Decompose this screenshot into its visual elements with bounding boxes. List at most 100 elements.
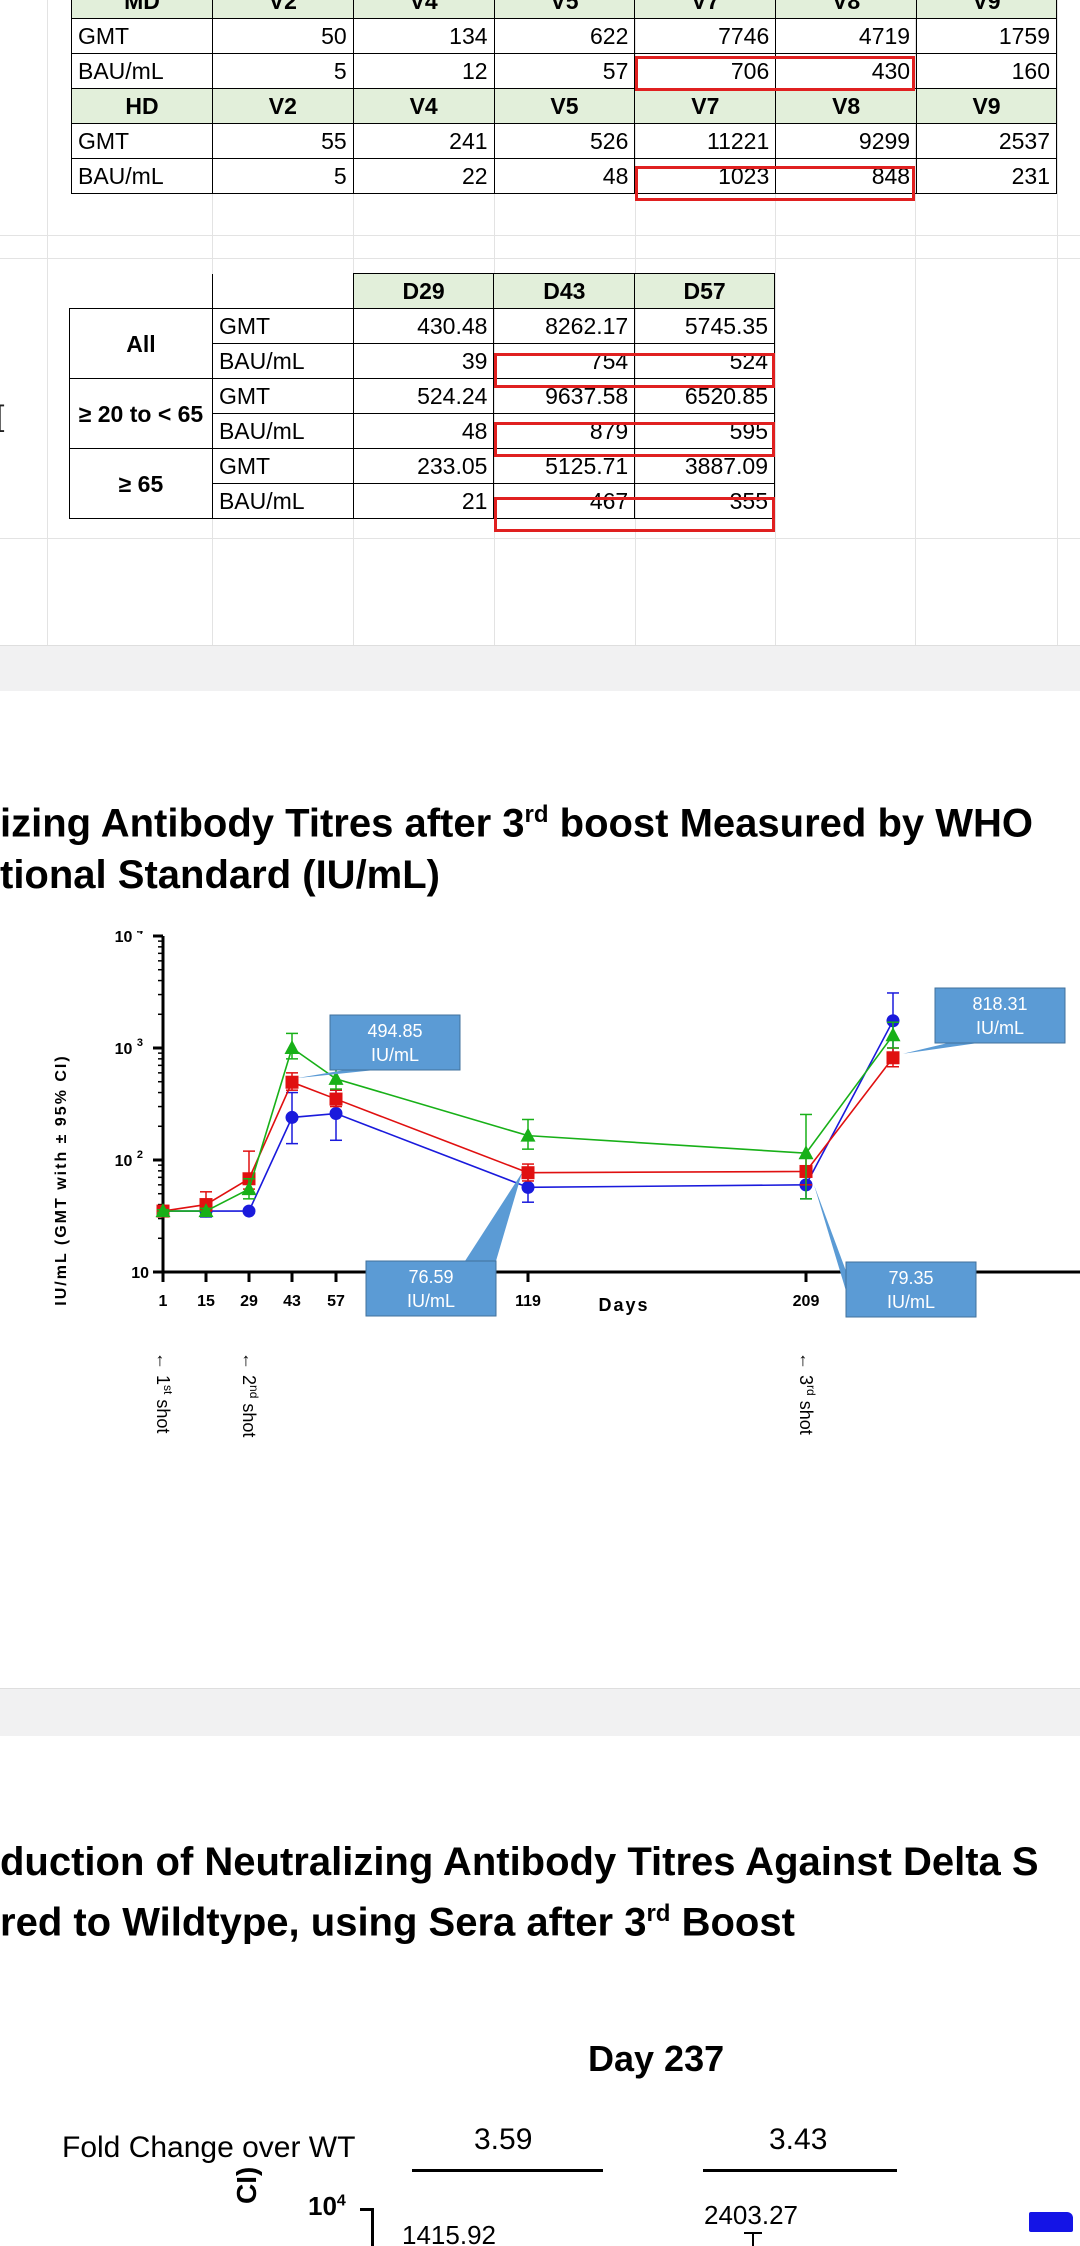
row-label: GMT bbox=[211, 448, 354, 484]
group-label: All bbox=[69, 308, 213, 379]
col-header: V4 bbox=[352, 88, 495, 124]
fold-value: 3.59 bbox=[474, 2123, 533, 2156]
table-row: All GMT 430.48 8262.17 5745.35 bbox=[69, 308, 775, 379]
title-text: Boost bbox=[670, 1900, 795, 1945]
data-point-triangle bbox=[328, 1070, 344, 1085]
x-tick-label: 1 bbox=[159, 1293, 168, 1310]
data-point-square bbox=[521, 1166, 535, 1180]
callout-text: 76.59 bbox=[408, 1267, 453, 1287]
group-label-hd: HD bbox=[71, 88, 213, 124]
callout-text: IU/mL bbox=[407, 1291, 455, 1311]
data-point-triangle bbox=[198, 1203, 214, 1218]
y-axis-tick bbox=[360, 2208, 372, 2211]
cell: 355 bbox=[634, 483, 775, 519]
cell: 5125.71 bbox=[493, 448, 636, 484]
data-point-triangle bbox=[284, 1040, 300, 1054]
series-line bbox=[163, 1020, 894, 1212]
y-tick-base: 10 bbox=[308, 2191, 337, 2221]
data-point-square bbox=[886, 1051, 900, 1065]
callout-box bbox=[934, 987, 1066, 1044]
cell: 706 bbox=[634, 53, 777, 89]
day-label: Day 237 bbox=[588, 2038, 725, 2079]
x-tick-label: 57 bbox=[327, 1293, 345, 1310]
col-header-d57: D57 bbox=[634, 273, 775, 309]
table-row: BAU/mL 39 754 524 bbox=[70, 343, 775, 379]
cell: 754 bbox=[493, 343, 636, 379]
col-header: V9 bbox=[916, 0, 1057, 19]
table-row: BAU/mL 5 22 48 1023 848 231 bbox=[71, 158, 1057, 194]
fold-change-label: Fold Change over WT bbox=[62, 2131, 356, 2164]
cell: 524 bbox=[634, 343, 775, 379]
cell: 48 bbox=[352, 413, 495, 449]
callout-pointer bbox=[903, 1043, 978, 1054]
y-tick-label: 10 4 bbox=[115, 931, 144, 946]
bracket-glyph: [ bbox=[0, 400, 4, 434]
callout-pointer bbox=[814, 1184, 846, 1291]
row-label: BAU/mL bbox=[211, 483, 354, 519]
slide-title: duction of Neutralizing Antibody Titres … bbox=[0, 1836, 1039, 1948]
table-row: ≥ 20 to < 65 GMT 524.24 9637.58 6520.85 bbox=[69, 378, 775, 449]
data-point-triangle bbox=[155, 1203, 171, 1218]
callout-text: 494.85 bbox=[367, 1021, 422, 1041]
callout-box bbox=[365, 1260, 497, 1317]
cell: 430 bbox=[775, 53, 918, 89]
cell: 848 bbox=[775, 158, 918, 194]
cell: 231 bbox=[916, 158, 1057, 194]
x-tick-label: 15 bbox=[197, 1293, 215, 1310]
slide-title: izing Antibody Titres after 3rd boost Me… bbox=[0, 789, 1033, 901]
bar-value: 2403.27 bbox=[704, 2200, 798, 2230]
cell: 5 bbox=[211, 158, 354, 194]
y-tick-label: 104 bbox=[308, 2191, 346, 2222]
table-row: BAU/mL 21 467 355 bbox=[70, 483, 775, 519]
cell: 9299 bbox=[775, 123, 918, 159]
y-axis-label: IU/mL (GMT with ± 95% CI) bbox=[53, 1054, 70, 1305]
col-header: V8 bbox=[775, 0, 918, 19]
cell: 241 bbox=[352, 123, 495, 159]
data-point-circle bbox=[329, 1107, 343, 1121]
cell: 48 bbox=[493, 158, 636, 194]
callout-box bbox=[845, 1261, 977, 1318]
x-tick-label: 209 bbox=[793, 1293, 820, 1310]
col-header: V4 bbox=[352, 0, 495, 19]
cell: 1023 bbox=[634, 158, 777, 194]
titre-line-chart: IU/mL (GMT with ± 95% CI) Days 10 10 2 10 … bbox=[53, 931, 1080, 1437]
row-label: BAU/mL bbox=[71, 158, 213, 194]
group-label: ≥ 20 to < 65 bbox=[69, 378, 213, 449]
cell: 8262.17 bbox=[493, 308, 636, 344]
slide-titres-chart: izing Antibody Titres after 3rd boost Me… bbox=[0, 691, 1080, 1687]
row-label: GMT bbox=[71, 18, 213, 54]
x-tick-label: 29 bbox=[240, 1293, 258, 1310]
callout-text: 818.31 bbox=[972, 994, 1027, 1014]
table-row: BAU/mL 5 12 57 706 430 160 bbox=[71, 53, 1057, 89]
cell: 6520.85 bbox=[634, 378, 775, 414]
y-tick-label: 10 2 bbox=[115, 1149, 143, 1170]
row-label: BAU/mL bbox=[211, 413, 354, 449]
shot-label: ← 1st shot bbox=[153, 1352, 175, 1433]
callout-box bbox=[329, 1014, 461, 1071]
col-header: V5 bbox=[493, 0, 636, 19]
row-label: GMT bbox=[211, 308, 354, 344]
row-label: BAU/mL bbox=[211, 343, 354, 379]
y-axis-line bbox=[371, 2208, 374, 2246]
error-bar-stem bbox=[752, 2232, 754, 2246]
data-point-triangle bbox=[241, 1181, 257, 1196]
data-point-circle bbox=[285, 1110, 299, 1124]
y-tick-label: 10 3 bbox=[115, 1037, 143, 1058]
slide-gap bbox=[0, 645, 1080, 692]
col-header: V2 bbox=[211, 0, 354, 19]
col-header: V5 bbox=[493, 88, 636, 124]
cell: 524.24 bbox=[352, 378, 495, 414]
callout-pointer bbox=[465, 1172, 522, 1261]
data-point-triangle bbox=[885, 1027, 901, 1042]
cell: 22 bbox=[352, 158, 495, 194]
cell: 3887.09 bbox=[634, 448, 775, 484]
cell: 5 bbox=[211, 53, 354, 89]
row-label: GMT bbox=[211, 378, 354, 414]
cell: 467 bbox=[493, 483, 636, 519]
cell: 879 bbox=[493, 413, 636, 449]
title-text: izing Antibody Titres after 3 bbox=[0, 801, 525, 846]
callout-text: IU/mL bbox=[371, 1045, 419, 1065]
col-header: V7 bbox=[634, 88, 777, 124]
shot-label: ← 3rd shot bbox=[796, 1352, 818, 1435]
series-line bbox=[163, 1034, 894, 1212]
